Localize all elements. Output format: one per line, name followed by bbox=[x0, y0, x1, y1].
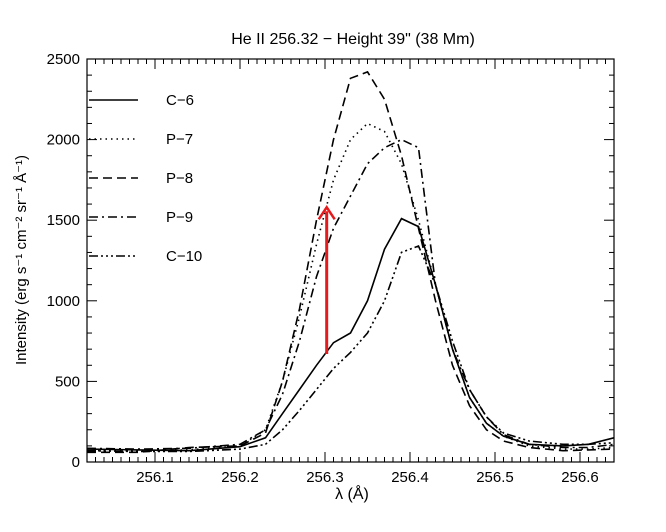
x-tick-label: 256.3 bbox=[306, 469, 344, 486]
x-tick-label: 256.6 bbox=[561, 469, 599, 486]
plot-area bbox=[87, 70, 614, 454]
series-line-5 bbox=[87, 244, 614, 453]
x-tick-labels: 256.1 256.2 256.3 256.4 256.5 256.6 bbox=[136, 469, 599, 486]
x-axis-label: λ (Å) bbox=[335, 484, 369, 503]
series-line-3 bbox=[87, 70, 614, 454]
y-tick-label: 1000 bbox=[47, 293, 80, 310]
x-tick-label: 256.2 bbox=[221, 469, 259, 486]
x-tick-label: 256.5 bbox=[476, 469, 514, 486]
y-tick-label: 500 bbox=[55, 373, 80, 390]
y-tick-label: 2000 bbox=[47, 132, 80, 149]
y-tick-label: 0 bbox=[72, 454, 80, 471]
y-tick-label: 2500 bbox=[47, 51, 80, 68]
legend-label: C−6 bbox=[166, 92, 194, 109]
axis-ticks bbox=[86, 58, 615, 463]
series-line-2 bbox=[87, 122, 614, 452]
x-tick-label: 256.4 bbox=[391, 469, 429, 486]
legend-label: P−9 bbox=[166, 209, 193, 226]
legend-label: C−10 bbox=[166, 248, 202, 265]
y-tick-label: 1500 bbox=[47, 212, 80, 229]
chart-title: He II 256.32 − Height 39" (38 Mm) bbox=[231, 31, 475, 48]
annotation-arrow-head bbox=[317, 205, 336, 220]
legend-label: P−7 bbox=[166, 131, 193, 148]
x-tick-label: 256.1 bbox=[136, 469, 174, 486]
y-tick-labels: 0 500 1000 1500 2000 2500 bbox=[47, 51, 80, 471]
series-line-4 bbox=[87, 138, 614, 450]
y-axis-label: Intensity (erg s⁻¹ cm⁻² sr⁻¹ Å⁻¹) bbox=[13, 155, 30, 365]
legend-label: P−8 bbox=[166, 170, 193, 187]
legend: C−6 P−7 P−8 P−9 C−10 bbox=[89, 92, 202, 265]
